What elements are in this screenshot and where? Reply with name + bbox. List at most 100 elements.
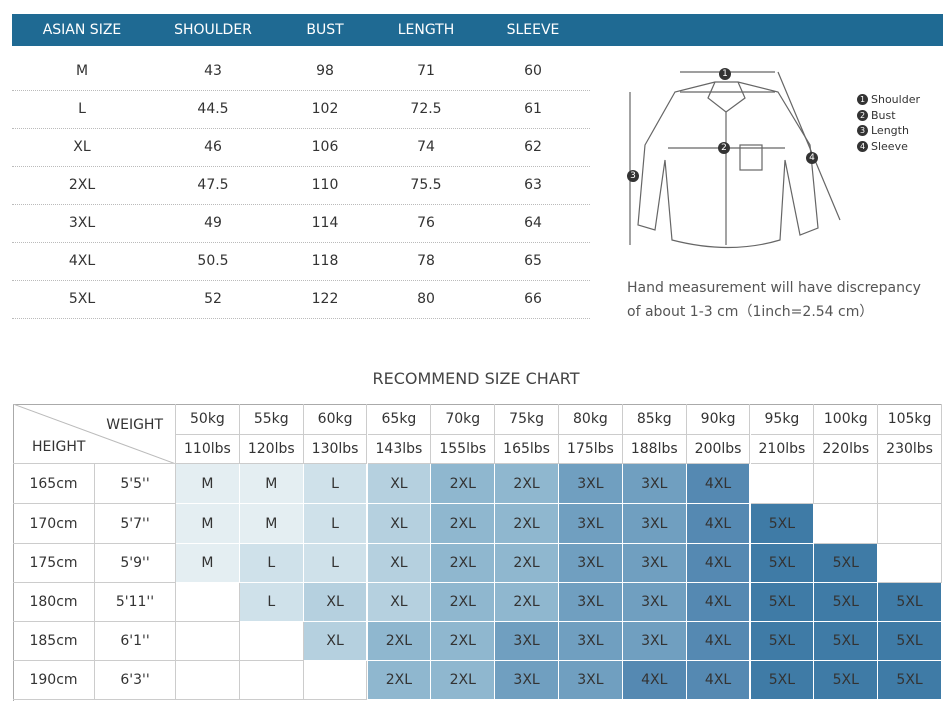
height-ft: 5'5'' bbox=[95, 464, 176, 504]
height-ft: 5'11'' bbox=[95, 583, 176, 622]
size-cell: XL bbox=[367, 464, 432, 504]
size-cell: 5XL bbox=[750, 661, 815, 700]
size-cell: 3XL bbox=[559, 464, 623, 504]
size-cell: 5XL bbox=[878, 661, 942, 700]
size-cell: 4XL bbox=[622, 661, 687, 700]
row-divider bbox=[12, 280, 590, 281]
row-divider bbox=[12, 242, 590, 243]
height-ft: 6'1'' bbox=[95, 622, 176, 661]
weight-lbs: 175lbs bbox=[559, 435, 623, 464]
marker: 2 bbox=[718, 142, 730, 154]
size-cell: 2XL bbox=[431, 544, 496, 583]
weight-lbs: 165lbs bbox=[495, 435, 559, 464]
size-cell: 114 bbox=[311, 215, 339, 231]
size-cell: 3XL bbox=[559, 583, 623, 622]
height-ft: 5'7'' bbox=[95, 504, 176, 544]
empty-cell bbox=[878, 504, 942, 544]
weight-lbs: 230lbs bbox=[878, 435, 942, 464]
size-cell: 5XL bbox=[814, 661, 879, 700]
size-cell: 50.5 bbox=[197, 253, 229, 269]
weight-lbs: 200lbs bbox=[686, 435, 751, 464]
size-cell: 2XL bbox=[495, 504, 559, 544]
weight-kg: 50kg bbox=[176, 404, 240, 435]
size-cell: 5XL bbox=[68, 291, 96, 307]
column-header: SLEEVE bbox=[506, 22, 560, 38]
size-cell: 3XL bbox=[559, 544, 623, 583]
column-header: LENGTH bbox=[397, 22, 455, 38]
size-cell: M bbox=[176, 504, 240, 544]
marker: 4 bbox=[806, 152, 818, 164]
size-cell: 78 bbox=[417, 253, 435, 269]
size-cell: 66 bbox=[524, 291, 542, 307]
size-cell: 52 bbox=[204, 291, 222, 307]
size-cell: 61 bbox=[524, 101, 542, 117]
weight-kg: 70kg bbox=[431, 404, 496, 435]
size-cell: L bbox=[239, 544, 304, 583]
height-ft: 6'3'' bbox=[95, 661, 176, 700]
empty-cell bbox=[814, 504, 879, 544]
weight-lbs: 130lbs bbox=[303, 435, 368, 464]
size-cell: 118 bbox=[311, 253, 339, 269]
size-cell: 74 bbox=[417, 139, 435, 155]
size-cell: M bbox=[75, 63, 89, 79]
size-cell: 110 bbox=[311, 177, 339, 193]
size-cell: 76 bbox=[417, 215, 435, 231]
height-cm: 180cm bbox=[13, 583, 95, 622]
height-cm: 185cm bbox=[13, 622, 95, 661]
size-cell: 49 bbox=[204, 215, 222, 231]
legend-marker: 2 bbox=[857, 109, 868, 121]
weight-kg: 85kg bbox=[622, 404, 687, 435]
size-cell: 47.5 bbox=[197, 177, 229, 193]
weight-kg: 90kg bbox=[686, 404, 751, 435]
size-cell: 4XL bbox=[686, 661, 751, 700]
row-divider bbox=[12, 90, 590, 91]
size-cell: M bbox=[176, 464, 240, 504]
legend-label: Shoulder bbox=[871, 93, 920, 106]
size-cell: 4XL bbox=[686, 504, 751, 544]
size-cell: 64 bbox=[524, 215, 542, 231]
size-cell: 106 bbox=[311, 139, 339, 155]
size-cell: M bbox=[239, 504, 304, 544]
empty-cell bbox=[814, 464, 879, 504]
weight-lbs: 210lbs bbox=[750, 435, 815, 464]
size-cell: 122 bbox=[311, 291, 339, 307]
size-cell: 2XL bbox=[431, 583, 496, 622]
size-cell: 4XL bbox=[686, 583, 751, 622]
size-cell: XL bbox=[367, 544, 432, 583]
size-cell: 2XL bbox=[431, 622, 496, 661]
size-cell: 71 bbox=[417, 63, 435, 79]
size-cell: 3XL bbox=[495, 622, 559, 661]
weight-kg: 60kg bbox=[303, 404, 368, 435]
size-cell: 5XL bbox=[750, 544, 815, 583]
weight-kg: 75kg bbox=[495, 404, 559, 435]
size-cell: XL bbox=[303, 622, 368, 661]
legend-label: Length bbox=[871, 124, 909, 137]
size-cell: L bbox=[239, 583, 304, 622]
size-cell: 65 bbox=[524, 253, 542, 269]
row-divider bbox=[12, 166, 590, 167]
legend-marker: 1 bbox=[857, 94, 868, 105]
size-cell: XL bbox=[73, 139, 91, 155]
row-divider bbox=[12, 128, 590, 129]
legend-marker: 3 bbox=[857, 125, 868, 136]
empty-cell bbox=[750, 464, 815, 504]
size-cell: 3XL bbox=[68, 215, 96, 231]
size-cell: 72.5 bbox=[410, 101, 442, 117]
legend-marker: 4 bbox=[857, 140, 868, 152]
size-cell: 3XL bbox=[622, 583, 687, 622]
size-cell: 5XL bbox=[878, 622, 942, 661]
size-cell: 5XL bbox=[750, 504, 815, 544]
size-cell: 3XL bbox=[559, 661, 623, 700]
grid-frame bbox=[13, 404, 942, 701]
size-cell: 46 bbox=[204, 139, 222, 155]
size-cell: 2XL bbox=[431, 504, 496, 544]
size-cell: 62 bbox=[524, 139, 542, 155]
size-cell: 5XL bbox=[814, 583, 879, 622]
size-cell: 3XL bbox=[622, 544, 687, 583]
header-bar bbox=[12, 14, 943, 46]
size-cell: 5XL bbox=[750, 622, 815, 661]
marker: 3 bbox=[627, 170, 639, 182]
corner-cell bbox=[13, 404, 176, 464]
size-cell: 3XL bbox=[622, 504, 687, 544]
